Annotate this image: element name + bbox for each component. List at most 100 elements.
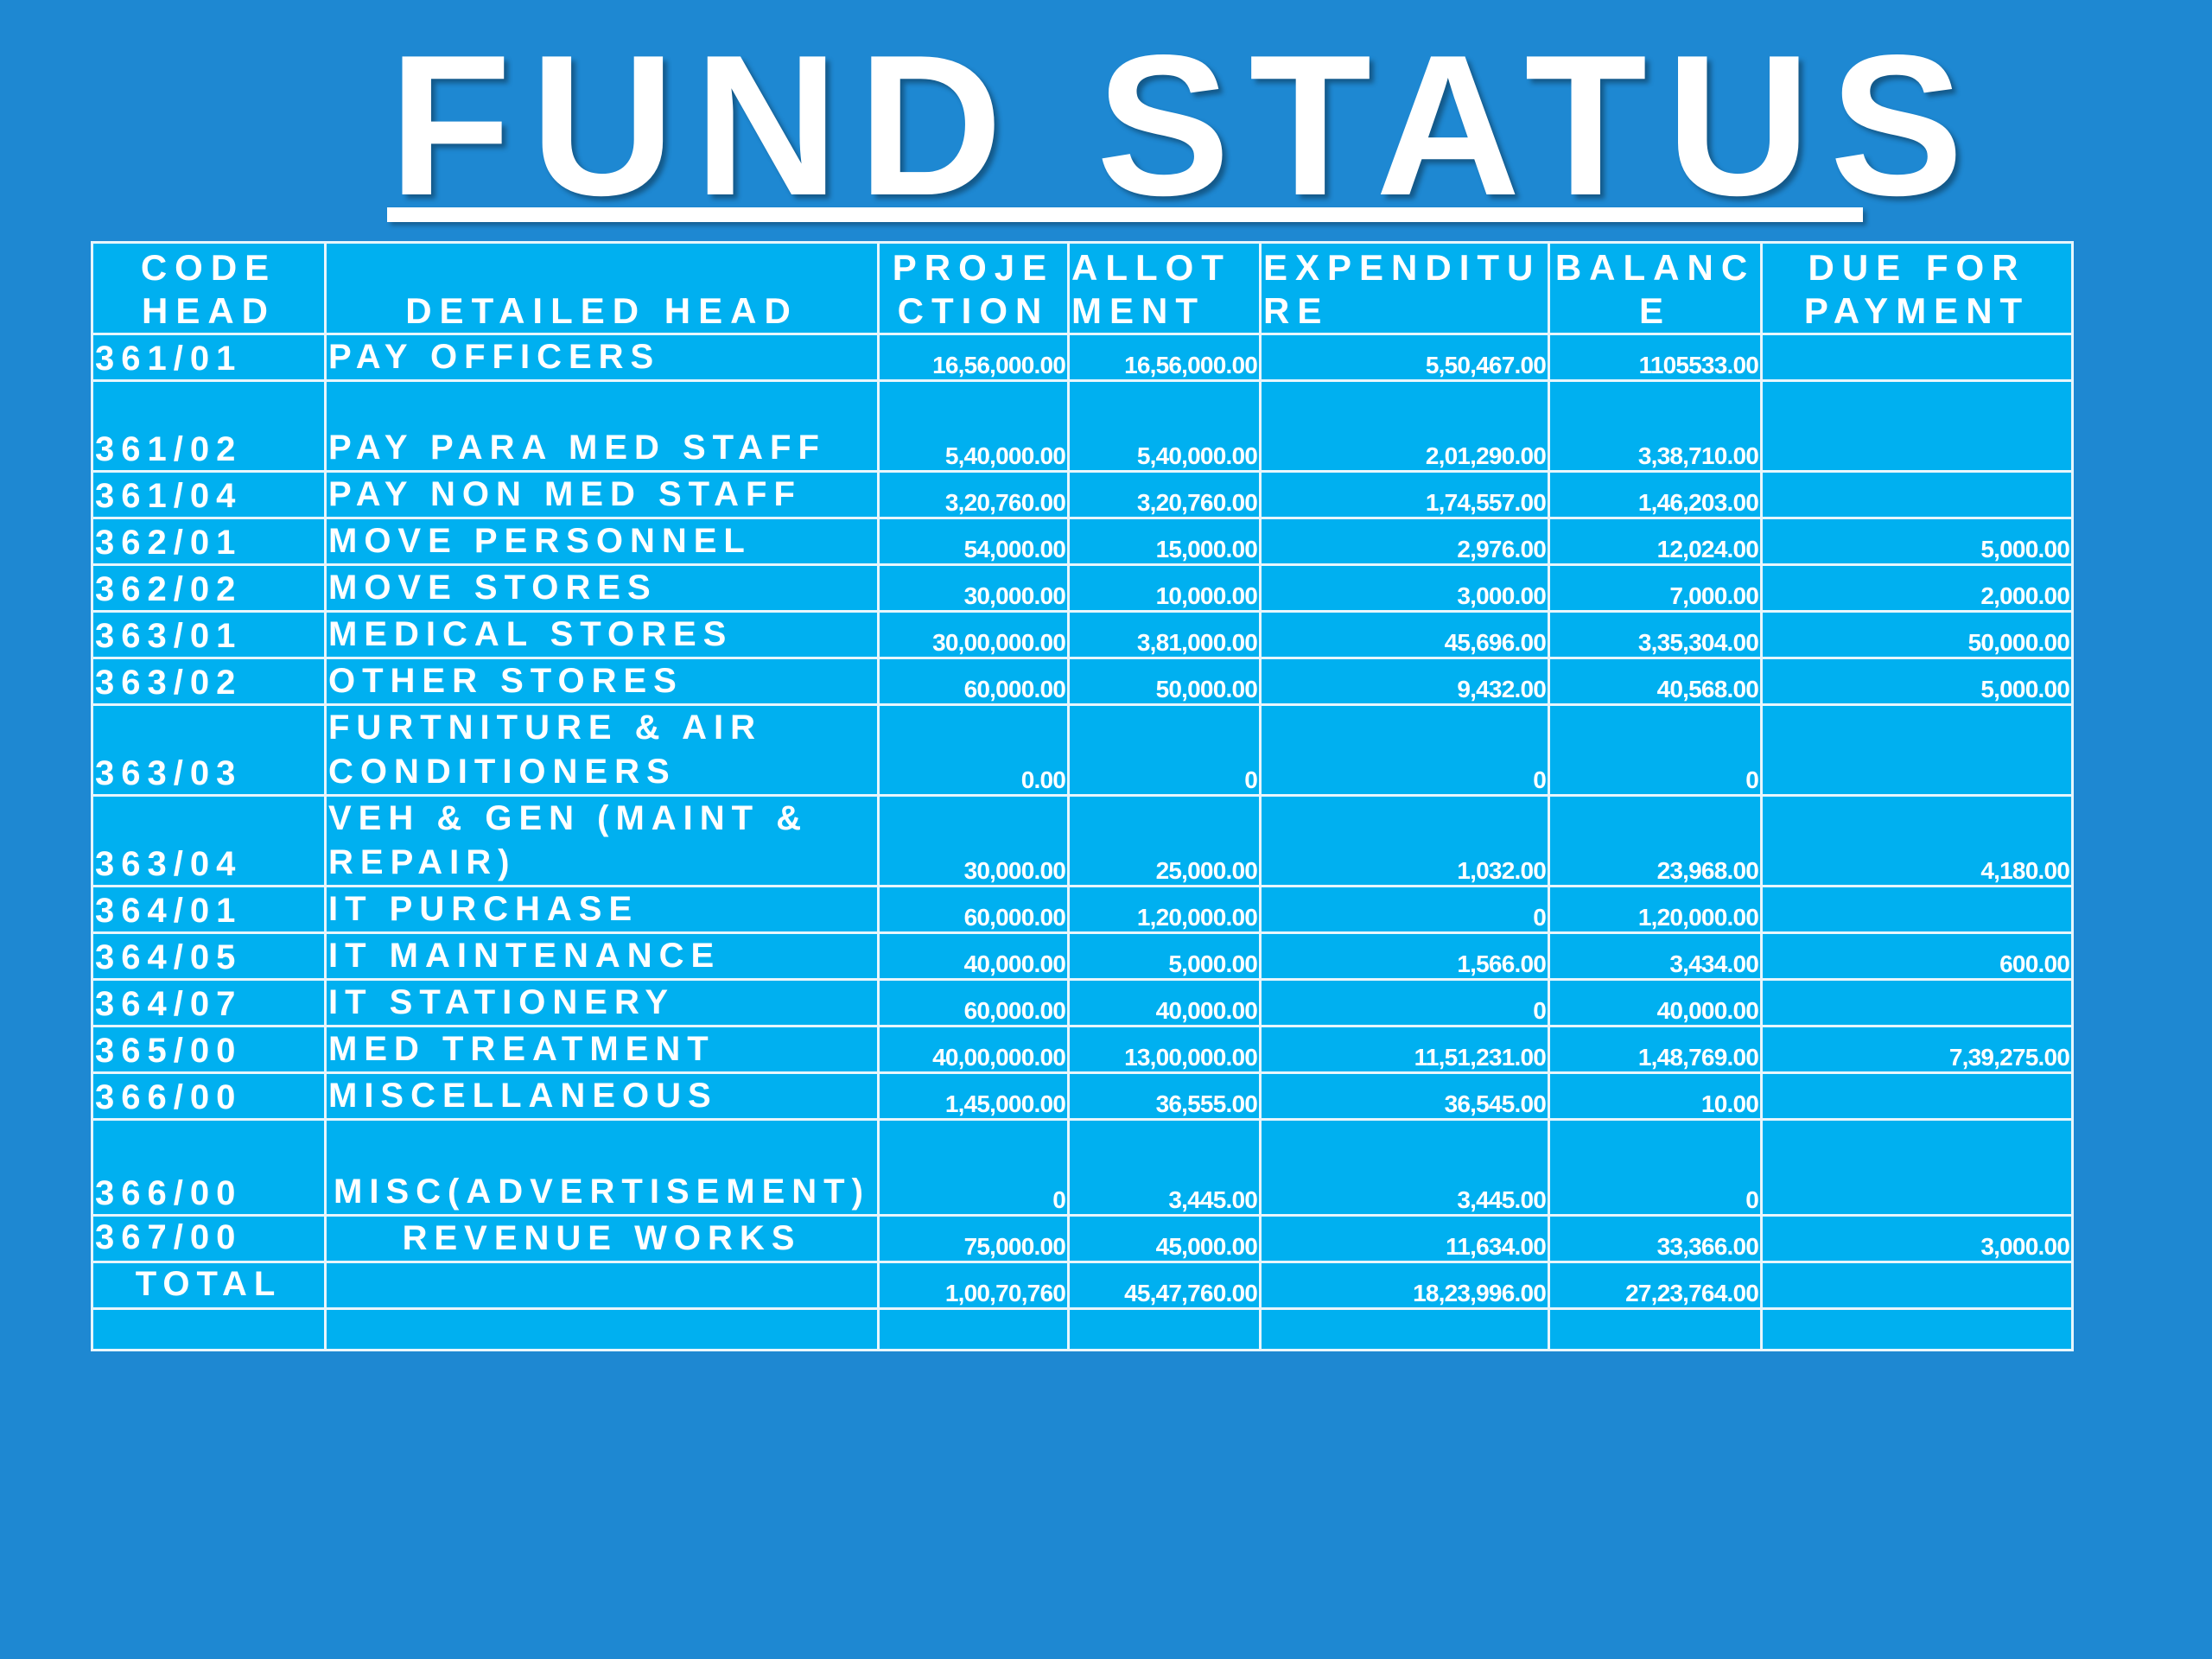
due-for-payment-cell: 7,39,275.00 (1760, 1025, 2074, 1074)
empty-cell (1760, 1307, 2074, 1351)
detailed-head-cell: IT MAINTENANCE (324, 931, 880, 981)
projection-cell: 30,000.00 (877, 794, 1070, 887)
table-row: 361/04 PAY NON MED STAFF 3,20,760.00 3,2… (91, 470, 2074, 519)
table-row: 361/02 PAY PARA MED STAFF 5,40,000.00 5,… (91, 379, 2074, 473)
table-row: 367/00 REVENUE WORKS 75,000.00 45,000.00… (91, 1214, 2074, 1263)
code-head-cell: 366/00 (91, 1071, 327, 1121)
header-expenditure: EXPENDITURE (1259, 241, 1550, 335)
table-header-row: CODE HEAD DETAILED HEAD PROJECTION ALLOT… (91, 241, 2074, 335)
allotment-cell: 50,000.00 (1067, 657, 1262, 706)
allotment-cell: 5,40,000.00 (1067, 379, 1262, 473)
balance-cell: 1,20,000.00 (1548, 885, 1763, 934)
expenditure-cell: 11,51,231.00 (1259, 1025, 1550, 1074)
due-for-payment-cell: 4,180.00 (1760, 794, 2074, 887)
code-head-cell: 364/07 (91, 978, 327, 1027)
balance-cell: 23,968.00 (1548, 794, 1763, 887)
code-head-cell: 361/01 (91, 333, 327, 382)
projection-cell: 30,000.00 (877, 563, 1070, 613)
table-row: 364/07 IT STATIONERY 60,000.00 40,000.00… (91, 978, 2074, 1027)
due-for-payment-cell (1760, 885, 2074, 934)
expenditure-cell: 45,696.00 (1259, 610, 1550, 659)
projection-cell: 0 (877, 1118, 1070, 1217)
table-row: 363/01 MEDICAL STORES 30,00,000.00 3,81,… (91, 610, 2074, 659)
header-projection: PROJECTION (877, 241, 1070, 335)
balance-cell: 7,000.00 (1548, 563, 1763, 613)
total-label: TOTAL (91, 1261, 327, 1310)
code-head-cell: 363/04 (91, 794, 327, 887)
projection-cell: 54,000.00 (877, 517, 1070, 566)
allotment-cell: 3,20,760.00 (1067, 470, 1262, 519)
due-for-payment-cell: 600.00 (1760, 931, 2074, 981)
balance-cell: 40,000.00 (1548, 978, 1763, 1027)
detailed-head-cell: MEDICAL STORES (324, 610, 880, 659)
total-allotment-cell: 45,47,760.00 (1067, 1261, 1262, 1310)
detailed-head-cell: IT PURCHASE (324, 885, 880, 934)
balance-cell: 3,35,304.00 (1548, 610, 1763, 659)
due-for-payment-cell: 5,000.00 (1760, 657, 2074, 706)
code-head-cell: 361/02 (91, 379, 327, 473)
expenditure-cell: 9,432.00 (1259, 657, 1550, 706)
due-for-payment-cell: 2,000.00 (1760, 563, 2074, 613)
code-head-cell: 361/04 (91, 470, 327, 519)
detailed-head-cell: PAY NON MED STAFF (324, 470, 880, 519)
allotment-cell: 45,000.00 (1067, 1214, 1262, 1263)
table-row: 361/01 PAY OFFICERS 16,56,000.00 16,56,0… (91, 333, 2074, 382)
balance-cell: 1,48,769.00 (1548, 1025, 1763, 1074)
header-due-for-payment: DUE FOR PAYMENT (1760, 241, 2074, 335)
table-row: 363/04 VEH & GEN (MAINT & REPAIR) 30,000… (91, 794, 2074, 887)
allotment-cell: 10,000.00 (1067, 563, 1262, 613)
table-row: 365/00 MED TREATMENT 40,00,000.00 13,00,… (91, 1025, 2074, 1074)
due-for-payment-cell (1760, 1118, 2074, 1217)
balance-cell: 10.00 (1548, 1071, 1763, 1121)
due-for-payment-cell (1760, 333, 2074, 382)
detailed-head-cell: MOVE PERSONNEL (324, 517, 880, 566)
due-for-payment-cell: 3,000.00 (1760, 1214, 2074, 1263)
projection-cell: 40,000.00 (877, 931, 1070, 981)
empty-cell (1067, 1307, 1262, 1351)
balance-cell: 40,568.00 (1548, 657, 1763, 706)
code-head-cell: 363/03 (91, 703, 327, 797)
allotment-cell: 0 (1067, 703, 1262, 797)
total-due-for-payment-cell (1760, 1261, 2074, 1310)
table-row: 363/02 OTHER STORES 60,000.00 50,000.00 … (91, 657, 2074, 706)
table-row: 362/01 MOVE PERSONNEL 54,000.00 15,000.0… (91, 517, 2074, 566)
detailed-head-cell: PAY PARA MED STAFF (324, 379, 880, 473)
empty-cell (877, 1307, 1070, 1351)
due-for-payment-cell (1760, 1071, 2074, 1121)
header-balance: BALANCE (1548, 241, 1763, 335)
total-expenditure-cell: 18,23,996.00 (1259, 1261, 1550, 1310)
title-underline (387, 207, 1863, 222)
balance-cell: 0 (1548, 703, 1763, 797)
allotment-cell: 15,000.00 (1067, 517, 1262, 566)
allotment-cell: 13,00,000.00 (1067, 1025, 1262, 1074)
detailed-head-cell: MED TREATMENT (324, 1025, 880, 1074)
header-allotment: ALLOTMENT (1067, 241, 1262, 335)
code-head-cell: 362/01 (91, 517, 327, 566)
balance-cell: 3,434.00 (1548, 931, 1763, 981)
detailed-head-cell: FURTNITURE & AIR CONDITIONERS (324, 703, 880, 797)
projection-cell: 0.00 (877, 703, 1070, 797)
detailed-head-cell: MISCELLANEOUS (324, 1071, 880, 1121)
empty-cell (324, 1307, 880, 1351)
total-detailed-head-cell (324, 1261, 880, 1310)
balance-cell: 33,366.00 (1548, 1214, 1763, 1263)
detailed-head-cell: MOVE STORES (324, 563, 880, 613)
expenditure-cell: 5,50,467.00 (1259, 333, 1550, 382)
total-projection-cell: 1,00,70,760 (877, 1261, 1070, 1310)
expenditure-cell: 1,74,557.00 (1259, 470, 1550, 519)
allotment-cell: 16,56,000.00 (1067, 333, 1262, 382)
balance-cell: 0 (1548, 1118, 1763, 1217)
allotment-cell: 36,555.00 (1067, 1071, 1262, 1121)
table-row: 364/05 IT MAINTENANCE 40,000.00 5,000.00… (91, 931, 2074, 981)
total-balance-cell: 27,23,764.00 (1548, 1261, 1763, 1310)
projection-cell: 75,000.00 (877, 1214, 1070, 1263)
code-head-cell: 362/02 (91, 563, 327, 613)
empty-cell (91, 1307, 327, 1351)
empty-cell (1259, 1307, 1550, 1351)
balance-cell: 1105533.00 (1548, 333, 1763, 382)
total-row: TOTAL 1,00,70,760 45,47,760.00 18,23,996… (91, 1261, 2074, 1310)
projection-cell: 3,20,760.00 (877, 470, 1070, 519)
table-row: 366/00 MISC(ADVERTISEMENT) 0 3,445.00 3,… (91, 1118, 2074, 1217)
fund-status-table: CODE HEAD DETAILED HEAD PROJECTION ALLOT… (91, 241, 2074, 1351)
expenditure-cell: 0 (1259, 885, 1550, 934)
